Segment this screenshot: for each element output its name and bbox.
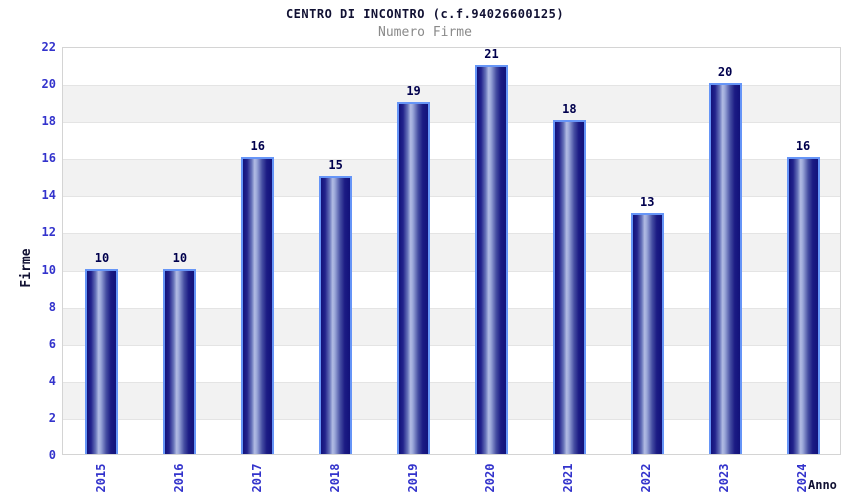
plot-area: 10 10 16 15 19 21 18 13 20 16: [62, 47, 841, 455]
chart-subtitle: Numero Firme: [378, 25, 472, 40]
bar-value-label: 19: [406, 83, 421, 98]
grid-line: [63, 270, 840, 272]
x-tick-label: 2024: [795, 463, 810, 493]
y-tick-label: 22: [41, 40, 56, 54]
grid-line: [63, 196, 840, 198]
bar-value-label: 15: [328, 157, 343, 172]
bar: [552, 120, 586, 454]
y-tick-label: 10: [41, 262, 56, 277]
bar: [397, 101, 431, 454]
y-tick-label: 4: [48, 373, 56, 388]
bar: [630, 212, 664, 454]
bar: [163, 268, 197, 454]
x-axis-label: Anno: [808, 478, 837, 492]
bar-value-label: 10: [94, 250, 110, 265]
x-tick-label: 2022: [639, 463, 654, 493]
y-tick-label: 12: [41, 225, 56, 240]
y-tick-label: 16: [41, 151, 56, 166]
grid-line: [63, 85, 840, 87]
chart-title: CENTRO DI INCONTRO (c.f.94026600125): [285, 7, 565, 21]
y-tick-label: 8: [48, 299, 56, 314]
bar: [241, 157, 275, 454]
bar-value-label: 18: [562, 102, 577, 117]
y-tick-label: 0: [48, 448, 56, 462]
bar-value-label: 16: [250, 139, 265, 154]
grid-line: [63, 233, 840, 235]
x-tick-label: 2021: [561, 463, 576, 493]
y-tick-label: 2: [48, 410, 56, 425]
grid-line: [63, 159, 840, 161]
bar-value-label: 13: [640, 194, 655, 209]
grid-line: [63, 344, 840, 346]
x-tick-label: 2023: [717, 463, 732, 493]
grid-line: [63, 418, 840, 420]
x-tick-label: 2019: [405, 463, 420, 493]
y-tick-label: 6: [48, 336, 56, 351]
x-tick-label: 2015: [93, 463, 108, 493]
x-tick-label: 2020: [483, 463, 498, 493]
bar: [319, 175, 353, 454]
y-tick-label: 20: [41, 77, 56, 92]
bar: [474, 64, 508, 454]
y-tick-label: 18: [41, 114, 56, 129]
bar: [708, 83, 742, 454]
y-tick-label: 14: [41, 188, 56, 203]
bar: [786, 157, 820, 454]
bar-value-label: 21: [484, 46, 499, 61]
grid-line: [63, 307, 840, 309]
bar-value-label: 10: [172, 250, 188, 265]
bar-value-label: 16: [795, 139, 811, 154]
x-tick-label: 2017: [249, 463, 264, 493]
bar-value-label: 20: [717, 65, 733, 80]
grid-line: [63, 381, 840, 383]
x-tick-label: 2018: [327, 463, 342, 493]
bar: [85, 268, 119, 454]
x-tick-label: 2016: [171, 463, 186, 493]
grid-line: [63, 122, 840, 124]
